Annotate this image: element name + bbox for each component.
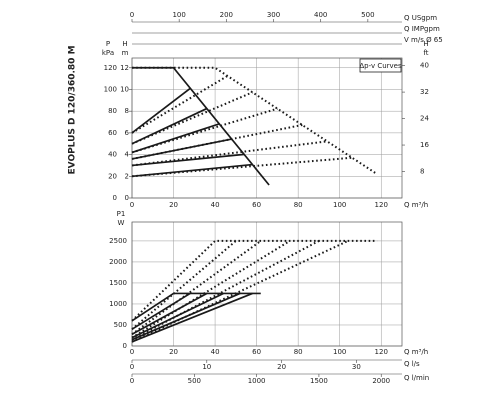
y-tick-label: 0 xyxy=(123,342,127,350)
x-tick-label: 100 xyxy=(333,348,346,356)
y-tick-label: 2 xyxy=(125,172,129,180)
tick-label: 10 xyxy=(202,363,211,371)
curve xyxy=(131,292,253,343)
axis-unit: ft xyxy=(423,49,428,57)
tick-label: 20 xyxy=(277,363,286,371)
axis-title: Q l/s xyxy=(404,360,420,368)
tick-label: 30 xyxy=(352,363,361,371)
plot-frame xyxy=(131,57,403,199)
legend-box xyxy=(359,58,402,73)
tick-label: 0 xyxy=(130,377,134,385)
x-tick-label: 80 xyxy=(294,348,303,356)
y-axis-unit: W xyxy=(118,219,125,227)
tick-label: 300 xyxy=(267,11,280,19)
axis-title: Q l/min xyxy=(404,374,429,382)
tick-label: 40 xyxy=(108,151,117,159)
axis-title: V m/s Ø 65 xyxy=(404,36,443,44)
x-tick-label: 100 xyxy=(333,201,346,209)
curve xyxy=(131,240,237,330)
y-tick-label: 8 xyxy=(125,107,129,115)
plot-frame xyxy=(131,221,403,347)
legend-text: Δp-v Curves xyxy=(359,62,402,70)
tick-label: 0 xyxy=(130,11,134,19)
axis-title: P xyxy=(106,40,110,48)
tick-label: 500 xyxy=(188,377,201,385)
x-axis-title: Q m³/h xyxy=(404,348,428,356)
y-tick-label: 12 xyxy=(120,64,129,72)
y-tick-label: 2000 xyxy=(109,258,127,266)
tick-label: 2000 xyxy=(372,377,390,385)
axis-unit: kPa xyxy=(102,49,114,57)
y-tick-label: 1500 xyxy=(109,279,127,287)
curve xyxy=(131,107,278,154)
tick-label: 100 xyxy=(104,85,117,93)
curve xyxy=(131,156,353,178)
curve xyxy=(131,240,291,339)
tick-label: 0 xyxy=(130,363,134,371)
curve xyxy=(131,123,220,154)
x-tick-label: 60 xyxy=(252,201,261,209)
tick-label: 20 xyxy=(108,172,117,180)
y-tick-label: 6 xyxy=(125,129,130,137)
tick-label: 1500 xyxy=(310,377,328,385)
y-axis-title: H xyxy=(122,40,127,48)
x-tick-label: 0 xyxy=(130,201,134,209)
x-tick-label: 80 xyxy=(294,201,303,209)
curve xyxy=(131,240,262,336)
tick-label: 80 xyxy=(108,107,117,115)
x-axis-title: Q m³/h xyxy=(404,201,428,209)
tick-label: 40 xyxy=(420,62,429,70)
curve xyxy=(131,239,378,322)
tick-label: 60 xyxy=(108,129,117,137)
x-tick-label: 40 xyxy=(211,201,220,209)
y-axis-unit: m xyxy=(122,49,129,57)
tick-label: 200 xyxy=(220,11,233,19)
curve xyxy=(131,153,245,167)
x-tick-label: 20 xyxy=(169,201,178,209)
y-tick-label: 1000 xyxy=(109,300,127,308)
curve xyxy=(131,163,253,178)
y-tick-label: 10 xyxy=(120,85,129,93)
curve xyxy=(131,140,328,167)
x-tick-label: 40 xyxy=(211,348,220,356)
axis-title: Q IMPgpm xyxy=(404,25,440,33)
x-tick-label: 120 xyxy=(375,348,388,356)
curve xyxy=(131,75,229,134)
y-tick-label: 500 xyxy=(114,321,127,329)
tick-label: 32 xyxy=(420,88,429,96)
curve xyxy=(131,87,191,134)
tick-label: 120 xyxy=(104,64,117,72)
tick-label: 24 xyxy=(420,115,429,123)
tick-label: 16 xyxy=(420,141,429,149)
axis-title: Q USgpm xyxy=(404,14,437,22)
x-tick-label: 20 xyxy=(169,348,178,356)
x-tick-label: 60 xyxy=(252,348,261,356)
y-tick-label: 2500 xyxy=(109,237,127,245)
tick-label: 100 xyxy=(172,11,185,19)
x-tick-label: 0 xyxy=(130,348,134,356)
axis-title: H xyxy=(423,40,428,48)
y-axis-title: P1 xyxy=(117,210,126,218)
y-tick-label: 0 xyxy=(125,194,129,202)
curve xyxy=(131,240,320,341)
tick-label: 1000 xyxy=(248,377,266,385)
product-title: EVOPLUS D 120/360.80 M xyxy=(68,45,78,174)
tick-label: 8 xyxy=(420,168,424,176)
tick-label: 0 xyxy=(113,194,117,202)
y-tick-label: 4 xyxy=(125,151,130,159)
tick-label: 400 xyxy=(314,11,327,19)
x-tick-label: 120 xyxy=(375,201,388,209)
tick-label: 500 xyxy=(361,11,374,19)
curve xyxy=(131,240,349,343)
curve xyxy=(131,91,253,145)
